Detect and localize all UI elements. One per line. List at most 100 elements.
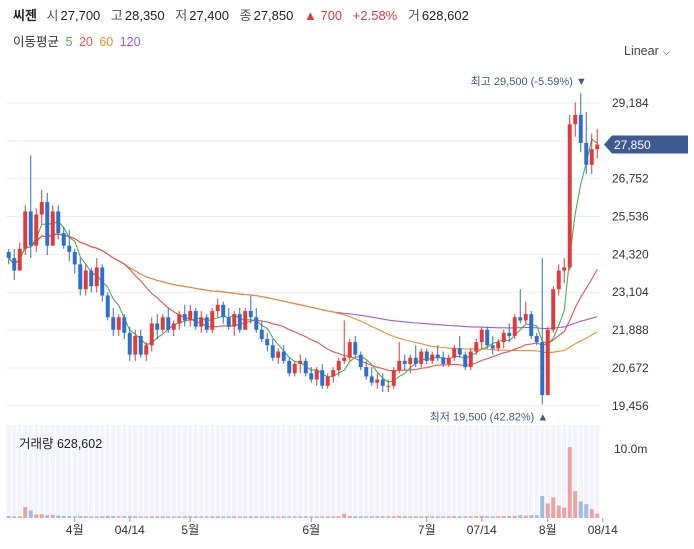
volume-bar[interactable]	[584, 504, 589, 518]
candle-body[interactable]	[210, 311, 215, 330]
volume-bar[interactable]	[243, 516, 248, 518]
candle-body[interactable]	[479, 329, 484, 343]
candle-body[interactable]	[39, 202, 44, 215]
candle-body[interactable]	[353, 342, 358, 355]
ma-legend[interactable]: 이동평균 5 20 60 120	[13, 31, 144, 50]
candle-body[interactable]	[78, 264, 83, 290]
candle-body[interactable]	[452, 348, 457, 358]
candle-body[interactable]	[12, 258, 17, 271]
volume-bar[interactable]	[270, 516, 275, 518]
volume-bar[interactable]	[287, 516, 292, 518]
volume-bar[interactable]	[397, 515, 402, 518]
volume-bar[interactable]	[160, 516, 165, 518]
candle-body[interactable]	[430, 354, 435, 361]
volume-bar[interactable]	[512, 515, 517, 518]
volume-bar[interactable]	[309, 516, 314, 518]
candle-body[interactable]	[116, 317, 121, 330]
volume-bar[interactable]	[501, 516, 506, 518]
candle-body[interactable]	[496, 342, 501, 349]
volume-bar[interactable]	[56, 515, 61, 518]
candle-body[interactable]	[358, 354, 363, 368]
volume-bar[interactable]	[138, 516, 143, 518]
candle-body[interactable]	[149, 323, 154, 346]
candle-body[interactable]	[56, 211, 61, 234]
candle-body[interactable]	[468, 351, 473, 368]
candle-body[interactable]	[248, 311, 253, 318]
volume-bar[interactable]	[353, 516, 358, 518]
volume-bar[interactable]	[419, 516, 424, 518]
volume-bar[interactable]	[391, 516, 396, 518]
volume-bar[interactable]	[446, 516, 451, 518]
candle-body[interactable]	[529, 314, 534, 336]
candle-body[interactable]	[45, 202, 50, 246]
volume-bar[interactable]	[540, 495, 545, 518]
volume-bar[interactable]	[171, 516, 176, 518]
volume-bar[interactable]	[485, 516, 490, 518]
volume-bar[interactable]	[204, 516, 209, 518]
volume-bar[interactable]	[177, 516, 182, 518]
volume-bar[interactable]	[589, 509, 594, 518]
candle-body[interactable]	[567, 124, 572, 268]
candle-body[interactable]	[237, 314, 242, 330]
volume-bar[interactable]	[452, 516, 457, 518]
candle-body[interactable]	[441, 357, 446, 364]
candle-body[interactable]	[265, 339, 270, 346]
volume-bar[interactable]	[408, 516, 413, 518]
volume-bar[interactable]	[61, 515, 66, 518]
volume-bar[interactable]	[562, 507, 567, 518]
volume-bar[interactable]	[17, 516, 22, 518]
candle-body[interactable]	[474, 342, 479, 352]
candle-body[interactable]	[512, 317, 517, 336]
candle-body[interactable]	[408, 357, 413, 364]
candle-body[interactable]	[490, 345, 495, 349]
volume-bar[interactable]	[331, 516, 336, 518]
volume-bar[interactable]	[34, 514, 39, 518]
volume-bar[interactable]	[435, 516, 440, 518]
candle-body[interactable]	[336, 360, 341, 371]
candle-body[interactable]	[138, 335, 143, 355]
volume-bar[interactable]	[380, 516, 385, 518]
candle-body[interactable]	[523, 314, 528, 321]
volume-bar[interactable]	[50, 514, 55, 518]
volume-bar[interactable]	[375, 516, 380, 518]
volume-bar[interactable]	[254, 516, 259, 518]
candle-body[interactable]	[463, 354, 468, 368]
candle-body[interactable]	[72, 251, 77, 265]
candle-body[interactable]	[177, 314, 182, 324]
volume-bar[interactable]	[457, 516, 462, 518]
candle-body[interactable]	[435, 354, 440, 358]
candle-body[interactable]	[391, 370, 396, 386]
volume-bar[interactable]	[534, 515, 539, 518]
volume-bar[interactable]	[127, 515, 132, 518]
volume-bar[interactable]	[518, 515, 523, 518]
volume-bar[interactable]	[496, 516, 501, 518]
volume-bar[interactable]	[45, 515, 50, 518]
candle-body[interactable]	[89, 270, 94, 287]
volume-bar[interactable]	[325, 516, 330, 518]
volume-bar[interactable]	[259, 516, 264, 518]
candle-body[interactable]	[6, 251, 11, 259]
volume-bar[interactable]	[342, 513, 347, 518]
volume-bar[interactable]	[67, 516, 72, 518]
volume-bar[interactable]	[78, 516, 83, 518]
candle-body[interactable]	[270, 345, 275, 358]
volume-bar[interactable]	[100, 516, 105, 518]
volume-bar[interactable]	[237, 516, 242, 518]
candle-body[interactable]	[424, 351, 429, 361]
volume-bar[interactable]	[72, 516, 77, 518]
candle-body[interactable]	[457, 348, 462, 355]
candle-body[interactable]	[287, 360, 292, 374]
candle-body[interactable]	[402, 360, 407, 364]
volume-bar[interactable]	[188, 516, 193, 518]
volume-bar[interactable]	[226, 516, 231, 518]
candle-body[interactable]	[204, 317, 209, 330]
volume-bar[interactable]	[199, 516, 204, 518]
candle-body[interactable]	[595, 144, 600, 150]
volume-bar[interactable]	[133, 516, 138, 518]
volume-bar[interactable]	[347, 515, 352, 518]
candle-body[interactable]	[309, 373, 314, 380]
volume-bar[interactable]	[105, 515, 110, 518]
volume-bar[interactable]	[507, 515, 512, 518]
volume-bar[interactable]	[182, 516, 187, 518]
candle-body[interactable]	[589, 149, 594, 165]
